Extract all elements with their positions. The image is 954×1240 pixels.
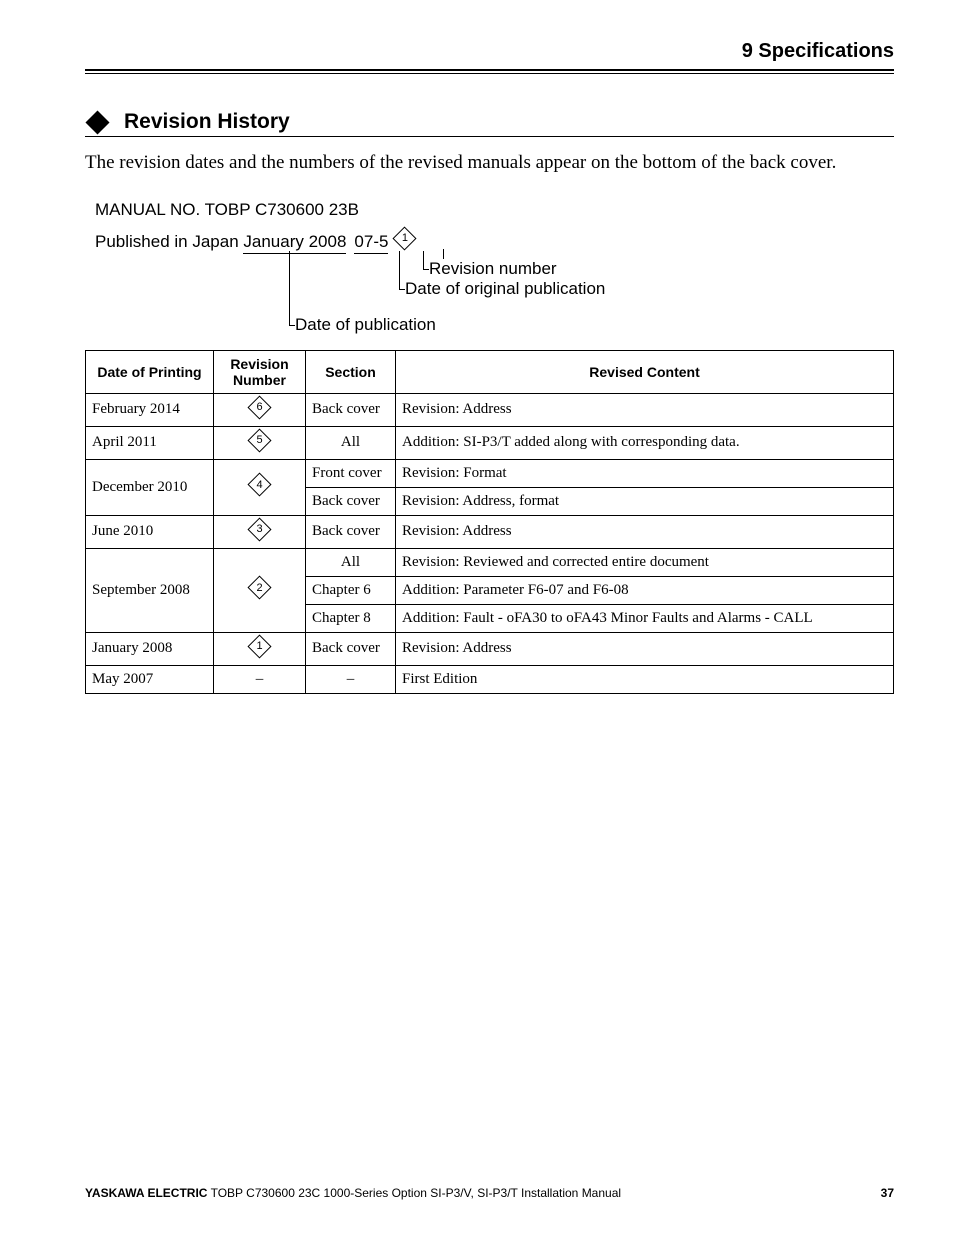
- cell-content: Revision: Address, format: [396, 487, 894, 515]
- table-row: April 2011 5 AllAddition: SI-P3/T added al…: [86, 426, 894, 459]
- intro-paragraph: The revision dates and the numbers of th…: [85, 151, 894, 176]
- revision-table: Date of Printing Revision Number Section…: [85, 350, 894, 694]
- cell-content: Addition: Fault - oFA30 to oFA43 Minor F…: [396, 604, 894, 632]
- footer-doc: TOBP C730600 23C 1000-Series Option SI-P…: [207, 1186, 621, 1200]
- pub-date-original: 07-5: [354, 232, 388, 254]
- table-row: January 2008 1 Back coverRevision: Address: [86, 632, 894, 665]
- cell-content: Revision: Address: [396, 515, 894, 548]
- connector-line: [423, 251, 424, 269]
- cell-section: Back cover: [306, 393, 396, 426]
- cell-section: Front cover: [306, 459, 396, 487]
- cell-date: June 2010: [86, 515, 214, 548]
- label-date-publication: Date of publication: [295, 315, 436, 335]
- revision-number: 4: [256, 478, 262, 490]
- cell-content: Addition: SI-P3/T added along with corre…: [396, 426, 894, 459]
- page-header: 9 Specifications: [85, 40, 894, 71]
- cell-revision: 5: [214, 426, 306, 459]
- revision-diamond-icon: 1: [251, 638, 268, 655]
- cell-date: May 2007: [86, 665, 214, 693]
- footer-page: 37: [881, 1186, 894, 1200]
- cell-revision: 2: [214, 548, 306, 632]
- footer-brand: YASKAWA ELECTRIC: [85, 1186, 207, 1200]
- cell-content: Revision: Reviewed and corrected entire …: [396, 548, 894, 576]
- cell-revision: 6: [214, 393, 306, 426]
- page-footer: YASKAWA ELECTRIC TOBP C730600 23C 1000-S…: [85, 1186, 894, 1200]
- cell-revision: –: [214, 665, 306, 693]
- cell-section: Back cover: [306, 632, 396, 665]
- revision-number: 3: [256, 523, 262, 535]
- cell-date: April 2011: [86, 426, 214, 459]
- cell-revision: 1: [214, 632, 306, 665]
- cell-content: Revision: Address: [396, 393, 894, 426]
- col-sec: Section: [306, 350, 396, 393]
- table-row: December 20104Front coverRevision: Forma…: [86, 459, 894, 487]
- diamond-bullet-icon: [85, 110, 109, 134]
- connector-line: [399, 251, 400, 289]
- cell-section: –: [306, 665, 396, 693]
- revision-diamond-icon: 4: [251, 476, 268, 493]
- publication-line: Published in Japan January 2008 07-5 1 D…: [95, 230, 894, 340]
- section-label: 9 Specifications: [742, 40, 894, 62]
- revision-number: 5: [256, 434, 262, 446]
- revision-diamond-icon: 3: [251, 521, 268, 538]
- pub-date-publication: January 2008: [243, 232, 346, 254]
- cell-section: Chapter 8: [306, 604, 396, 632]
- footer-left: YASKAWA ELECTRIC TOBP C730600 23C 1000-S…: [85, 1186, 621, 1200]
- pub-revnum: 1: [402, 232, 408, 244]
- section-title: Revision History: [124, 110, 290, 134]
- cell-date: September 2008: [86, 548, 214, 632]
- revision-diamond-icon: 5: [251, 432, 268, 449]
- label-date-original: Date of original publication: [405, 279, 605, 299]
- cell-content: First Edition: [396, 665, 894, 693]
- pub-prefix: Published in Japan: [95, 232, 243, 252]
- revision-number: 2: [256, 581, 262, 593]
- revision-number: 6: [256, 401, 262, 413]
- revision-diamond-icon: 6: [251, 399, 268, 416]
- revision-diamond-icon: 2: [251, 579, 268, 596]
- cell-section: All: [306, 426, 396, 459]
- revision-number: 1: [256, 640, 262, 652]
- label-revision-number: Revision number: [429, 259, 557, 279]
- connector-line: [289, 251, 290, 325]
- connector-line: [443, 249, 444, 259]
- section-heading: Revision History: [85, 110, 894, 137]
- table-row: June 2010 3 Back coverRevision: Address: [86, 515, 894, 548]
- cell-section: Chapter 6: [306, 576, 396, 604]
- table-row: September 20082AllRevision: Reviewed and…: [86, 548, 894, 576]
- cell-content: Revision: Format: [396, 459, 894, 487]
- cell-content: Revision: Address: [396, 632, 894, 665]
- cell-revision: 3: [214, 515, 306, 548]
- manual-number: MANUAL NO. TOBP C730600 23B: [95, 200, 894, 220]
- col-rev: Revision Number: [214, 350, 306, 393]
- cell-revision: 4: [214, 459, 306, 515]
- cell-section: Back cover: [306, 487, 396, 515]
- cell-content: Addition: Parameter F6-07 and F6-08: [396, 576, 894, 604]
- table-row: May 2007––First Edition: [86, 665, 894, 693]
- cell-date: December 2010: [86, 459, 214, 515]
- col-date: Date of Printing: [86, 350, 214, 393]
- cell-date: January 2008: [86, 632, 214, 665]
- cell-section: All: [306, 548, 396, 576]
- revision-diamond-icon: 1: [396, 230, 413, 247]
- col-content: Revised Content: [396, 350, 894, 393]
- table-header-row: Date of Printing Revision Number Section…: [86, 350, 894, 393]
- cell-section: Back cover: [306, 515, 396, 548]
- pub-revnum-wrap: 1: [396, 230, 413, 247]
- cell-date: February 2014: [86, 393, 214, 426]
- header-underline: [85, 73, 894, 74]
- table-row: February 2014 6 Back coverRevision: Addres…: [86, 393, 894, 426]
